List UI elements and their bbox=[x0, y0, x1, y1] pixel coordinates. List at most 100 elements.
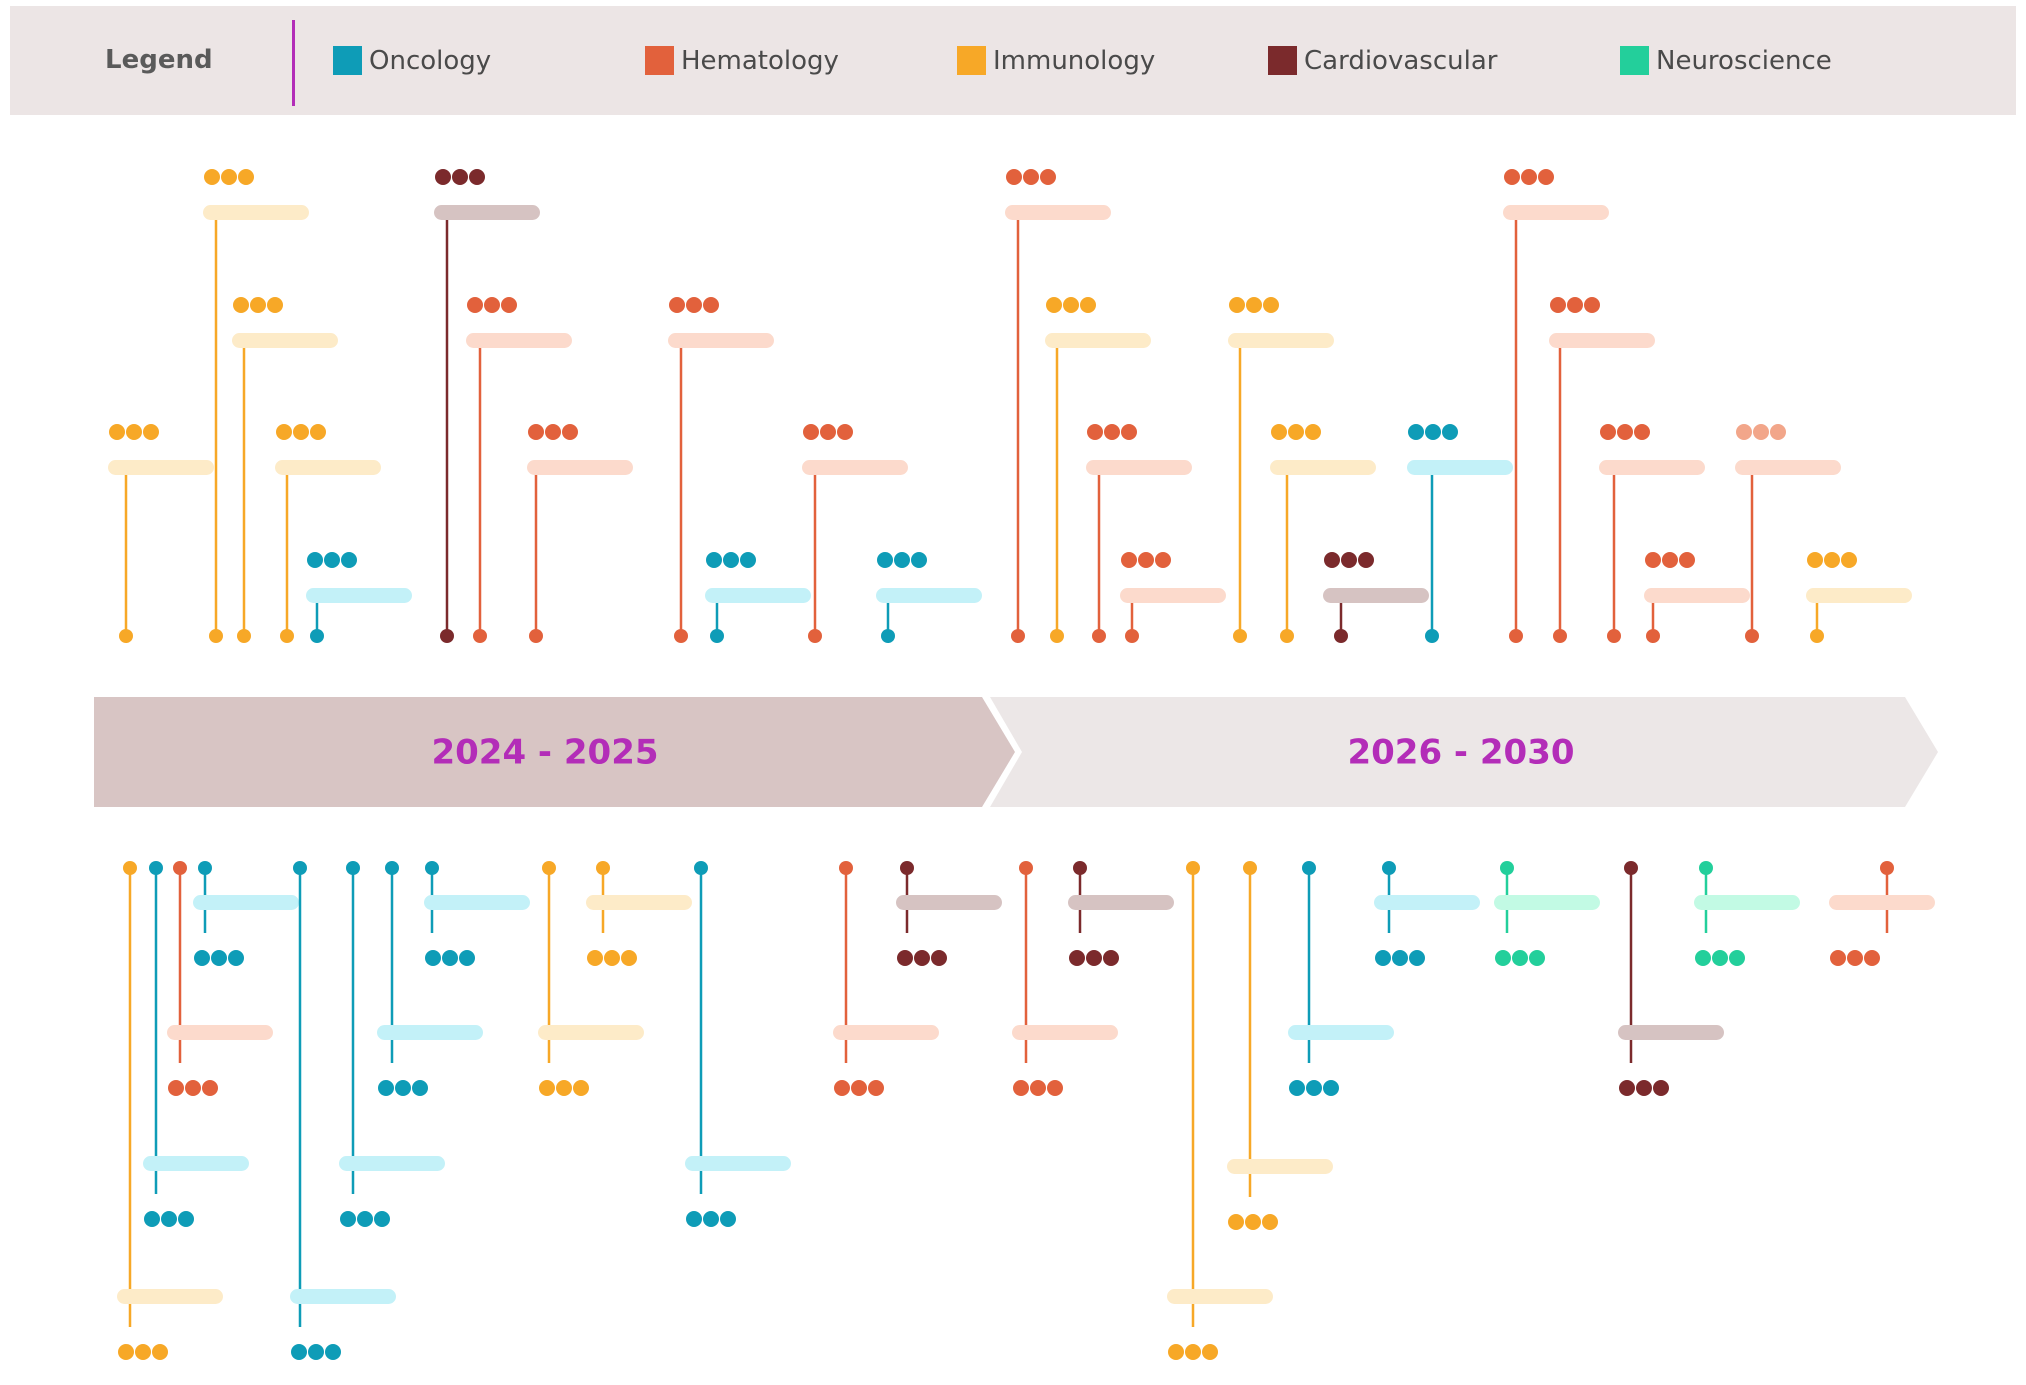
milestone-dot bbox=[1288, 424, 1304, 440]
milestone-dot bbox=[395, 1080, 411, 1096]
milestone-dot bbox=[1409, 950, 1425, 966]
milestone-dot bbox=[291, 1344, 307, 1360]
period-arrow-2024-2025 bbox=[94, 697, 1015, 807]
milestone-anchor bbox=[596, 861, 610, 875]
milestone-dot bbox=[267, 297, 283, 313]
milestone-bar bbox=[1270, 460, 1376, 475]
milestone-dot bbox=[1538, 169, 1554, 185]
milestone-dot bbox=[1408, 424, 1424, 440]
milestone-bar bbox=[1694, 895, 1800, 910]
milestone-dot bbox=[307, 552, 323, 568]
milestone-anchor bbox=[1553, 629, 1567, 643]
milestone-dot bbox=[135, 1344, 151, 1360]
milestone-dot bbox=[233, 297, 249, 313]
milestone-bar bbox=[203, 205, 309, 220]
milestone-dot bbox=[1046, 297, 1062, 313]
milestone-dot bbox=[740, 552, 756, 568]
milestone-bar bbox=[1549, 333, 1655, 348]
milestone-dot bbox=[703, 1211, 719, 1227]
legend-divider bbox=[292, 20, 295, 106]
milestone-dot bbox=[604, 950, 620, 966]
milestone-anchor bbox=[346, 861, 360, 875]
milestone-anchor bbox=[119, 629, 133, 643]
milestone-bar bbox=[1228, 333, 1334, 348]
milestone-dot bbox=[686, 297, 702, 313]
milestone-dot bbox=[1030, 1080, 1046, 1096]
milestone-anchor bbox=[529, 629, 543, 643]
milestone-dot bbox=[528, 424, 544, 440]
milestone-dot bbox=[469, 169, 485, 185]
milestone-dot bbox=[1069, 950, 1085, 966]
milestone-bar bbox=[876, 588, 982, 603]
milestone-bar bbox=[1374, 895, 1480, 910]
milestone-dot bbox=[276, 424, 292, 440]
milestone-dot bbox=[1619, 1080, 1635, 1096]
milestone-dot bbox=[1375, 950, 1391, 966]
milestone-dot bbox=[1202, 1344, 1218, 1360]
milestone-dot bbox=[1847, 950, 1863, 966]
milestone-dot bbox=[1753, 424, 1769, 440]
milestone-bar bbox=[802, 460, 908, 475]
milestone-bar bbox=[1086, 460, 1192, 475]
milestone-dot bbox=[250, 297, 266, 313]
milestone-dot bbox=[126, 424, 142, 440]
milestone-dot bbox=[357, 1211, 373, 1227]
milestone-anchor bbox=[1302, 861, 1316, 875]
period-label: 2026 - 2030 bbox=[1347, 733, 1574, 773]
neuroscience-swatch bbox=[1620, 46, 1649, 75]
milestone-anchor bbox=[425, 861, 439, 875]
milestone-anchor bbox=[808, 629, 822, 643]
milestone-anchor bbox=[1699, 861, 1713, 875]
milestone-dot bbox=[1306, 1080, 1322, 1096]
milestone-dot bbox=[1807, 552, 1823, 568]
milestone-dot bbox=[1013, 1080, 1029, 1096]
milestone-dot bbox=[459, 950, 475, 966]
milestone-anchor bbox=[694, 861, 708, 875]
legend-label: Neuroscience bbox=[1656, 45, 1832, 76]
milestone-dot bbox=[1103, 950, 1119, 966]
milestone-dot bbox=[1229, 297, 1245, 313]
legend-title: Legend bbox=[105, 45, 213, 75]
milestone-bar bbox=[424, 895, 530, 910]
milestone-dot bbox=[1636, 1080, 1652, 1096]
milestone-dot bbox=[1634, 424, 1650, 440]
milestone-bar bbox=[586, 895, 692, 910]
oncology-swatch bbox=[333, 46, 362, 75]
milestone-anchor bbox=[293, 861, 307, 875]
milestone-dot bbox=[152, 1344, 168, 1360]
milestone-bar bbox=[685, 1156, 791, 1171]
milestone-bar bbox=[1045, 333, 1151, 348]
milestone-dot bbox=[340, 1211, 356, 1227]
milestone-anchor bbox=[1500, 861, 1514, 875]
milestone-anchor bbox=[385, 861, 399, 875]
milestone-bar bbox=[1227, 1159, 1333, 1174]
milestone-bar bbox=[167, 1025, 273, 1040]
milestone-dot bbox=[686, 1211, 702, 1227]
milestone-dot bbox=[621, 950, 637, 966]
milestone-bar bbox=[1618, 1025, 1724, 1040]
milestone-anchor bbox=[839, 861, 853, 875]
milestone-anchor bbox=[710, 629, 724, 643]
milestone-dot bbox=[412, 1080, 428, 1096]
milestone-dot bbox=[1830, 950, 1846, 966]
milestone-dot bbox=[820, 424, 836, 440]
milestone-dot bbox=[1138, 552, 1154, 568]
milestone-dot bbox=[706, 552, 722, 568]
milestone-dot bbox=[911, 552, 927, 568]
milestone-anchor bbox=[1186, 861, 1200, 875]
milestone-anchor bbox=[237, 629, 251, 643]
legend-label: Oncology bbox=[369, 45, 492, 76]
milestone-dot bbox=[556, 1080, 572, 1096]
milestone-dot bbox=[341, 552, 357, 568]
milestone-anchor bbox=[1073, 861, 1087, 875]
milestone-dot bbox=[1006, 169, 1022, 185]
milestone-bar bbox=[339, 1156, 445, 1171]
legend-item-hematology: Hematology bbox=[645, 6, 839, 115]
milestone-dot bbox=[1712, 950, 1728, 966]
milestone-dot bbox=[1550, 297, 1566, 313]
milestone-bar bbox=[705, 588, 811, 603]
milestone-bar bbox=[466, 333, 572, 348]
milestone-anchor bbox=[1125, 629, 1139, 643]
milestone-dot bbox=[1512, 950, 1528, 966]
milestone-dot bbox=[1245, 1214, 1261, 1230]
